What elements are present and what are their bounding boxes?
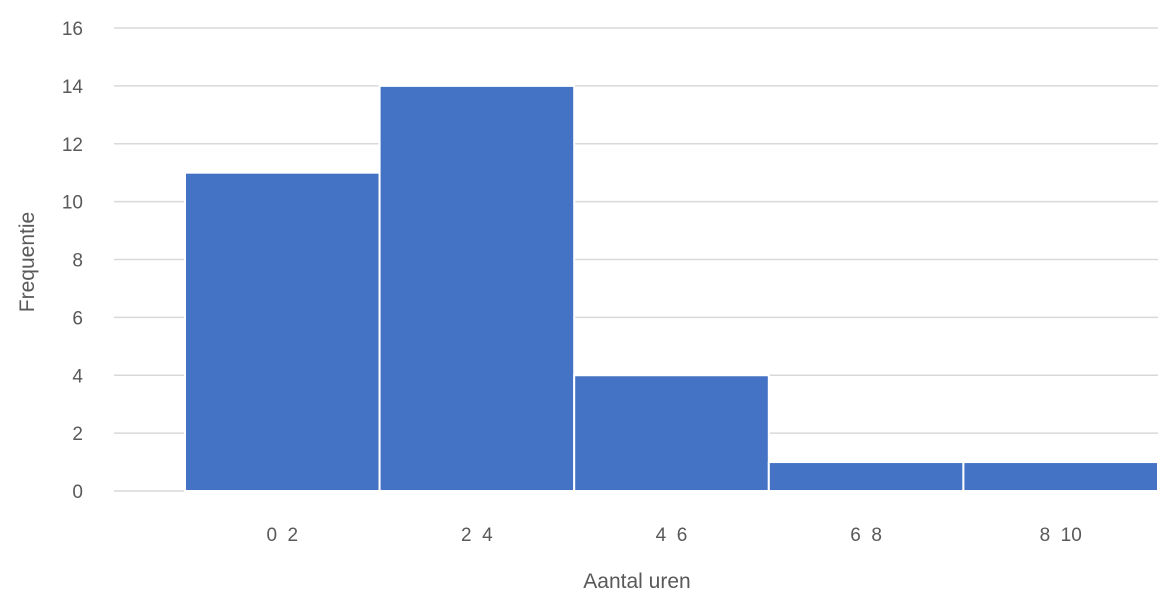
- x-axis-ticks: 0 2 2 4 4 6 6 8 8 10: [266, 525, 1081, 546]
- y-tick-label: 16: [62, 19, 83, 40]
- x-tick-label: 8 10: [1040, 525, 1082, 546]
- bars: [184, 84, 1160, 492]
- x-axis-title: Aantal uren: [583, 570, 690, 593]
- bar-3: [767, 461, 965, 492]
- bar-1: [378, 84, 576, 492]
- y-axis-title: Frequentie: [16, 212, 39, 312]
- y-tick-label: 4: [72, 366, 83, 387]
- x-tick-label: 2 4: [461, 525, 493, 546]
- y-tick-label: 12: [62, 135, 83, 156]
- y-tick-label: 0: [72, 482, 83, 503]
- x-tick-label: 6 8: [850, 525, 882, 546]
- bar-0: [184, 171, 381, 492]
- x-tick-label: 4 6: [656, 525, 688, 546]
- bar-2: [573, 374, 770, 492]
- y-tick-label: 8: [72, 251, 83, 272]
- y-tick-label: 10: [62, 193, 83, 214]
- y-tick-label: 6: [72, 308, 83, 329]
- y-tick-label: 14: [62, 77, 84, 98]
- bar-4: [962, 461, 1160, 492]
- y-tick-label: 2: [72, 424, 83, 445]
- x-tick-label: 0 2: [266, 525, 298, 546]
- y-axis-ticks: 0 2 4 6 8 10 12 14 16: [62, 19, 84, 503]
